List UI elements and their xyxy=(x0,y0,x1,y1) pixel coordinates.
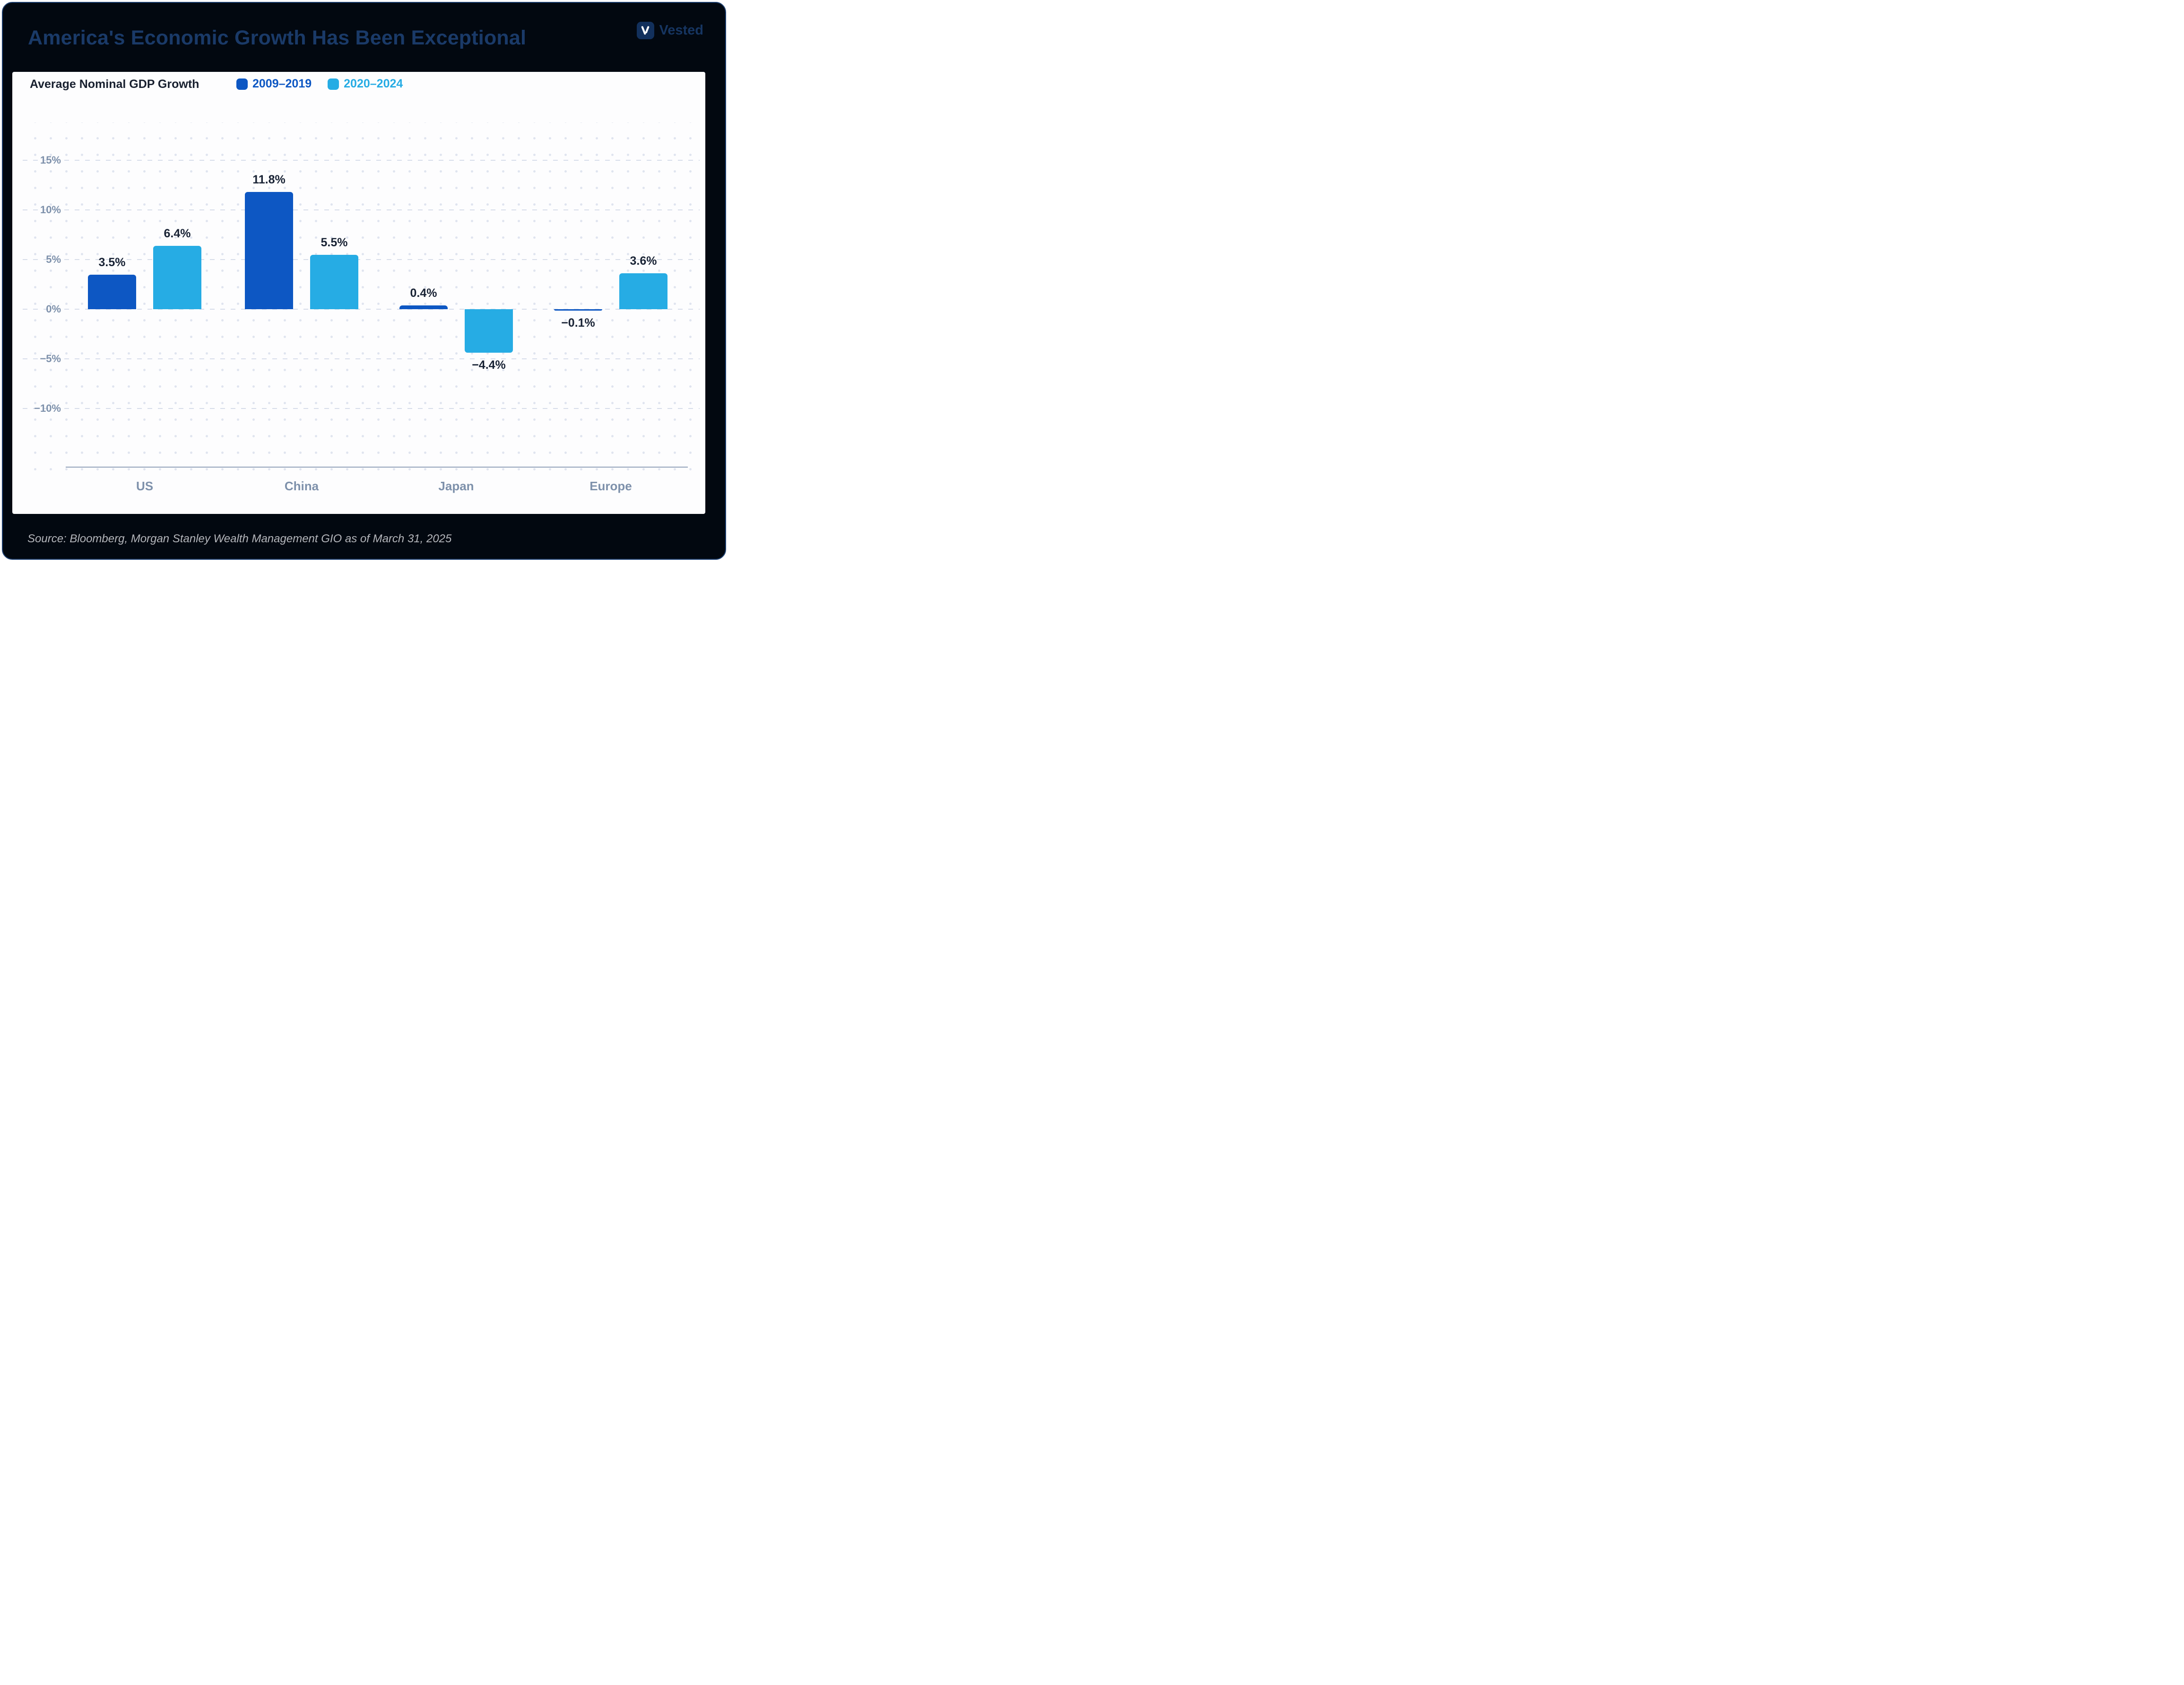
bar-us-series2 xyxy=(153,245,201,309)
x-axis-label-europe: Europe xyxy=(589,479,632,493)
legend-item-2020-2024: 2020–2024 xyxy=(328,77,403,91)
y-tick-label: −10% xyxy=(34,402,61,414)
gridline-5 xyxy=(23,259,700,260)
chart-card: Average Nominal GDP Growth 2009–2019 202… xyxy=(12,72,705,514)
x-axis-label-japan: Japan xyxy=(438,479,474,493)
bar-us-series1 xyxy=(88,274,136,309)
legend: 2009–2019 2020–2024 xyxy=(236,77,403,91)
legend-swatch-light-blue xyxy=(328,78,339,90)
gridline--5 xyxy=(23,358,700,359)
value-label-china-series2: 5.5% xyxy=(321,235,348,249)
y-tick-label: 5% xyxy=(46,253,61,265)
brand: Vested xyxy=(636,22,704,39)
y-tick-label: 10% xyxy=(40,204,61,216)
y-tick-label: −5% xyxy=(40,353,61,365)
value-label-us-series1: 3.5% xyxy=(98,255,126,269)
bar-europe-series2 xyxy=(619,273,667,309)
legend-label: 2020–2024 xyxy=(344,77,403,90)
bar-europe-series1 xyxy=(554,309,602,311)
gridline--10 xyxy=(23,408,700,409)
source-note: Source: Bloomberg, Morgan Stanley Wealth… xyxy=(27,532,452,545)
bar-china-series1 xyxy=(245,192,293,309)
y-tick-label: 0% xyxy=(46,303,61,315)
gridline-10 xyxy=(23,209,700,210)
legend-label: 2009–2019 xyxy=(252,77,312,90)
vested-logo-icon xyxy=(636,22,654,39)
value-label-europe-series1: −0.1% xyxy=(561,316,595,330)
y-tick-label: 15% xyxy=(40,154,61,166)
brand-name: Vested xyxy=(659,23,704,38)
legend-swatch-dark-blue xyxy=(236,78,248,90)
value-label-europe-series2: 3.6% xyxy=(630,254,657,268)
infographic-frame: America's Economic Growth Has Been Excep… xyxy=(2,2,726,560)
x-axis-label-china: China xyxy=(284,479,319,493)
page-title: America's Economic Growth Has Been Excep… xyxy=(28,26,527,49)
gridline-0 xyxy=(23,309,700,310)
value-label-china-series1: 11.8% xyxy=(252,173,286,187)
value-label-japan-series2: −4.4% xyxy=(472,358,506,372)
legend-item-2009-2019: 2009–2019 xyxy=(236,77,312,91)
x-axis-label-us: US xyxy=(136,479,154,493)
value-label-us-series2: 6.4% xyxy=(164,226,191,240)
value-label-japan-series1: 0.4% xyxy=(410,286,437,300)
gridline-15 xyxy=(23,160,700,161)
x-axis-line xyxy=(66,467,688,468)
bar-japan-series1 xyxy=(399,305,448,309)
bar-japan-series2 xyxy=(465,309,513,353)
chart-title: Average Nominal GDP Growth xyxy=(30,78,199,91)
bar-china-series2 xyxy=(310,254,358,309)
